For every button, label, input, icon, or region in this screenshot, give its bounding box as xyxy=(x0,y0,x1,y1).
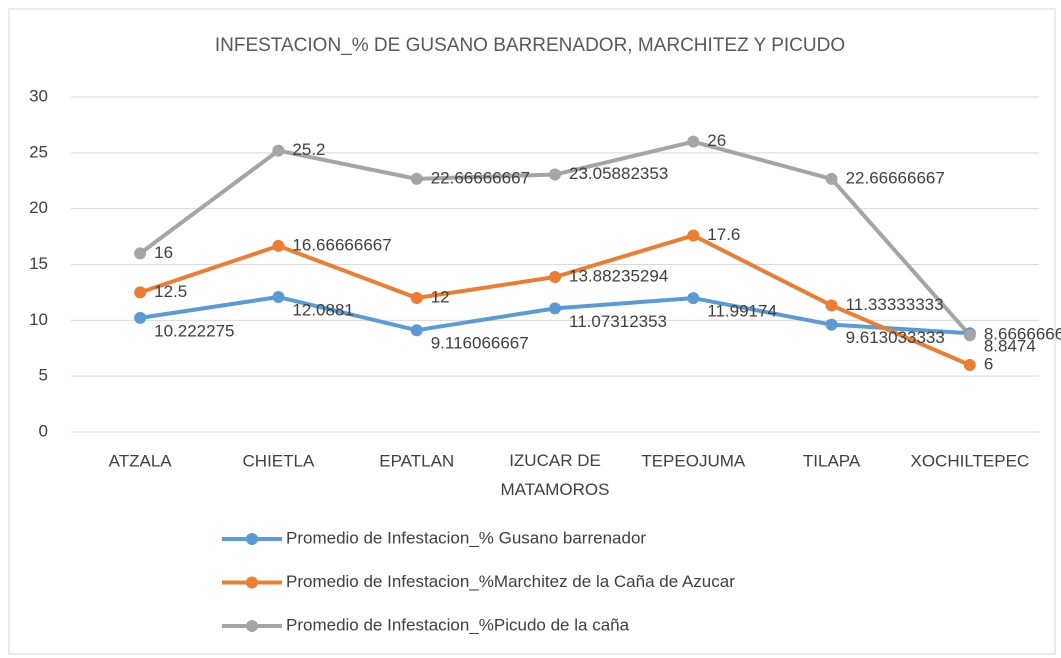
data-point xyxy=(272,291,285,304)
data-point xyxy=(549,302,561,315)
data-label: 12 xyxy=(431,287,450,306)
data-label: 17.6 xyxy=(707,225,740,244)
data-point xyxy=(963,359,976,371)
data-point xyxy=(134,286,147,299)
data-point xyxy=(687,229,700,242)
data-label: 13.88235294 xyxy=(569,266,668,285)
legend-label: Promedio de Infestacion_% Gusano barrena… xyxy=(286,528,646,547)
data-label: 23.05882353 xyxy=(569,164,668,183)
y-tick-label: 10 xyxy=(29,310,48,329)
data-label: 16.66666667 xyxy=(292,235,391,254)
chart-title: INFESTACION_% DE GUSANO BARRENADOR, MARC… xyxy=(215,35,845,56)
x-tick-label: TEPEOJUMA xyxy=(641,451,746,470)
data-label: 11.99174 xyxy=(707,302,777,321)
data-point xyxy=(410,172,423,185)
data-label: 22.66666667 xyxy=(846,168,945,187)
data-point xyxy=(549,270,561,283)
x-tick-label: CHIETLA xyxy=(243,451,315,470)
data-label: 8.8474 xyxy=(984,337,1036,356)
data-point xyxy=(410,324,423,337)
data-point xyxy=(549,168,561,181)
data-point xyxy=(825,299,838,312)
x-tick-label: TILAPA xyxy=(803,451,861,470)
data-point xyxy=(687,135,700,148)
x-tick-label: IZUCAR DE MATAMOROS xyxy=(501,451,610,499)
data-point xyxy=(825,172,838,185)
data-label: 12.0881 xyxy=(292,301,353,320)
y-tick-label: 5 xyxy=(39,366,48,385)
legend-marker xyxy=(246,576,258,589)
data-point xyxy=(410,292,423,304)
data-label: 12.5 xyxy=(154,282,187,301)
data-label: 16 xyxy=(154,243,173,262)
data-point xyxy=(687,292,700,305)
data-label: 25.2 xyxy=(292,140,325,159)
x-tick-label: XOCHILTEPEC xyxy=(910,451,1029,470)
data-label: 26 xyxy=(707,131,726,150)
data-point xyxy=(134,311,147,324)
data-point xyxy=(134,247,147,260)
y-tick-label: 25 xyxy=(29,142,48,161)
data-label: 9.116066667 xyxy=(431,334,529,353)
y-tick-label: 0 xyxy=(39,421,48,440)
y-tick-label: 15 xyxy=(29,254,48,273)
legend-marker xyxy=(246,533,258,545)
data-point xyxy=(963,329,976,342)
chart-border xyxy=(8,8,1056,655)
data-label: 9.613033333 xyxy=(846,328,945,347)
legend-marker xyxy=(246,620,258,632)
data-label: 22.66666667 xyxy=(431,168,530,187)
data-label: 11.33333333 xyxy=(846,295,944,314)
legend-label: Promedio de Infestacion_%Marchitez de la… xyxy=(286,572,735,591)
x-tick-label: EPATLAN xyxy=(379,451,454,470)
data-label: 8.666666667 xyxy=(984,325,1061,344)
y-tick-label: 20 xyxy=(29,198,48,217)
legend-label: Promedio de Infestacion_%Picudo de la ca… xyxy=(286,615,630,634)
data-point xyxy=(825,318,838,331)
data-label: 11.07312353 xyxy=(569,312,667,331)
x-tick-label: ATZALA xyxy=(109,451,173,470)
data-label: 10.222275 xyxy=(154,321,234,340)
data-label: 6 xyxy=(984,354,993,373)
data-point xyxy=(272,239,285,252)
y-tick-label: 30 xyxy=(29,86,48,105)
data-point xyxy=(272,144,285,157)
